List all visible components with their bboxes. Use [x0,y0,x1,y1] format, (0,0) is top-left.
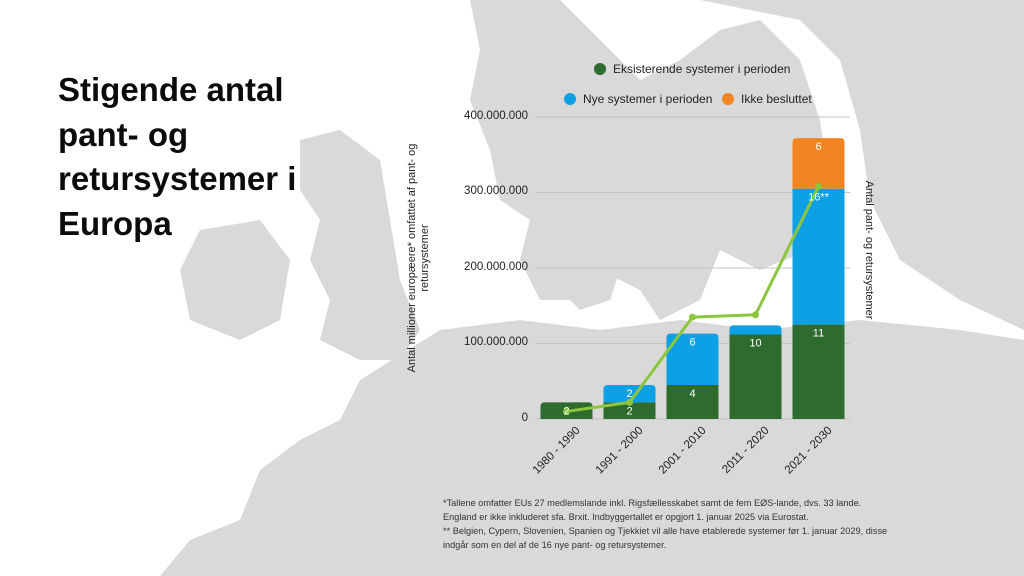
bar-data-label: 10 [749,337,761,349]
bar-segment [729,325,782,335]
x-tick-label: 2011 - 2020 [720,425,771,476]
legend-new-swatch [564,93,576,105]
footnote-line: *Tallene omfatter EUs 27 medlemslande in… [443,498,862,508]
bar-data-label: 6 [689,337,695,349]
bar-segment [729,334,782,419]
finland-landmass [700,0,1024,330]
bar-data-label: 2 [563,405,569,417]
bar-segment [792,188,845,325]
footnote-line: England er ikke inkluderet sfa. Brxit. I… [443,512,809,522]
bar-segment [666,333,719,386]
bar-data-label: 2 [626,405,632,417]
page-title: Stigende antal pant- og retursystemer i … [58,71,297,242]
footnote-line: ** Belgien, Cypern, Slovenien, Spanien o… [443,526,888,536]
legend-undecided-label: Ikke besluttet [741,92,812,106]
trend-point [815,182,822,190]
bar-segment [603,385,656,403]
legend-undecided-swatch [722,93,734,105]
legend-new-label: Nye systemer i perioden [583,92,713,106]
x-tick-label: 1991 - 2000 [594,425,646,477]
legend-existing-label: Eksisterende systemer i perioden [613,62,791,76]
legend-undecided: Ikke besluttet [722,92,812,106]
bar-segment [603,402,656,419]
scandinavia-landmass [470,0,830,320]
british-isles-landmass [300,130,420,360]
trend-point [626,398,633,406]
footnote-line: indgår som en del af de 16 nye pant- og … [443,540,667,550]
bar-data-label: 2 [626,388,632,400]
trend-point [689,313,696,321]
bar-data-label: 16** [808,192,830,204]
x-tick-label: 1980 - 1990 [531,425,583,477]
bar-segment [666,385,719,419]
x-tick-label: 2021 - 2030 [783,425,835,477]
bar-segment [792,324,845,419]
y-tick-label: 300.000.000 [464,185,528,197]
denmark-landmass [560,240,620,310]
bar-data-label: 6 [815,141,821,153]
y-tick-label: 200.000.000 [464,261,528,273]
legend-existing: Eksisterende systemer i perioden [594,62,790,76]
y-tick-label: 400.000.000 [464,110,528,122]
bar-data-label: 4 [689,388,695,400]
trend-point [752,311,759,319]
x-tick-label: 2001 - 2010 [657,425,709,477]
bar-segment [792,138,845,189]
ireland-landmass [180,220,290,340]
y-tick-label: 100.000.000 [464,336,528,348]
y-tick-label: 0 [521,412,528,424]
bar-data-label: 11 [813,328,824,340]
legend-new: Nye systemer i perioden [564,92,712,106]
trend-point [563,407,570,415]
legend-existing-swatch [594,63,606,75]
